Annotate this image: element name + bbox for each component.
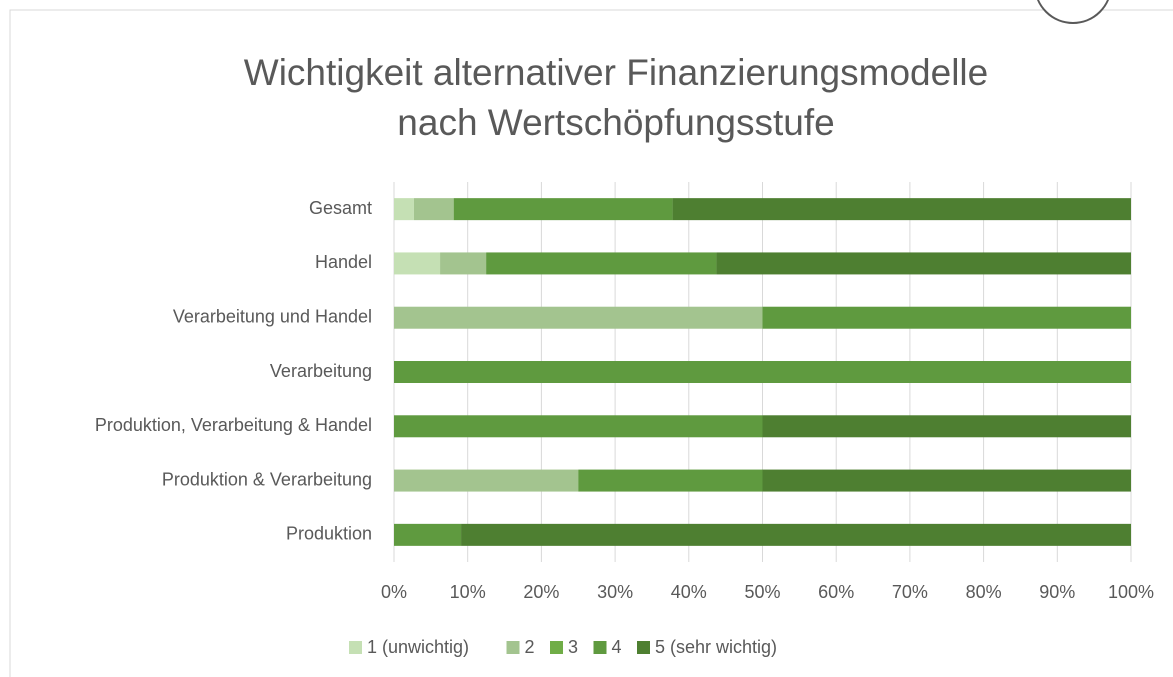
legend-label: 3 [568,637,578,657]
legend-label: 5 (sehr wichtig) [655,637,777,657]
x-tick-label: 10% [450,582,486,602]
legend-swatch [506,641,520,654]
bar-segment [413,198,454,221]
bar-segment [762,306,1131,329]
y-tick-label: Produktion, Verarbeitung & Handel [95,415,372,435]
y-tick-label: Verarbeitung [270,361,372,381]
badge [1037,0,1109,24]
legend-swatch [637,641,650,654]
y-tick-label: Gesamt [309,198,372,218]
x-tick-label: 100% [1108,582,1154,602]
x-tick-label: 50% [744,582,780,602]
x-tick-label: 90% [1039,582,1075,602]
x-tick-label: 70% [892,582,928,602]
bar-segment [394,306,763,329]
bar-segment [394,361,1131,383]
x-tick-label: 80% [966,582,1002,602]
legend-swatch [593,641,607,654]
legend-label: 1 (unwichtig) [367,637,469,657]
bar-segment [394,523,462,546]
x-tick-label: 30% [597,582,633,602]
bar-segment [672,198,1131,221]
y-tick-label: Produktion [286,524,372,544]
bar-segment [394,469,579,492]
bar-segment [394,415,763,438]
chart-title: Wichtigkeit alternativer Finanzierungsmo… [244,52,988,93]
bar-segment [762,469,1131,492]
x-tick-label: 20% [523,582,559,602]
y-tick-label: Produktion & Verarbeitung [162,469,372,489]
legend-label: 2 [525,637,535,657]
legend-label: 4 [612,637,622,657]
bar-segment [486,252,717,275]
bar-segment [578,469,763,492]
legend-swatch [349,641,362,654]
bar-segment [762,415,1131,438]
chart-title: nach Wertschöpfungsstufe [397,102,834,143]
bar-segment [394,252,441,275]
bar-segment [394,198,414,221]
bar-segment [461,523,1131,546]
bar-segment [440,252,487,275]
x-tick-label: 0% [381,582,407,602]
legend-swatch [550,641,563,654]
bar-segment [453,198,673,221]
bar-segment [716,252,1131,275]
chart-frame [9,9,1173,677]
x-tick-label: 60% [818,582,854,602]
y-tick-label: Verarbeitung und Handel [173,306,372,326]
x-tick-label: 40% [671,582,707,602]
y-tick-label: Handel [315,252,372,272]
